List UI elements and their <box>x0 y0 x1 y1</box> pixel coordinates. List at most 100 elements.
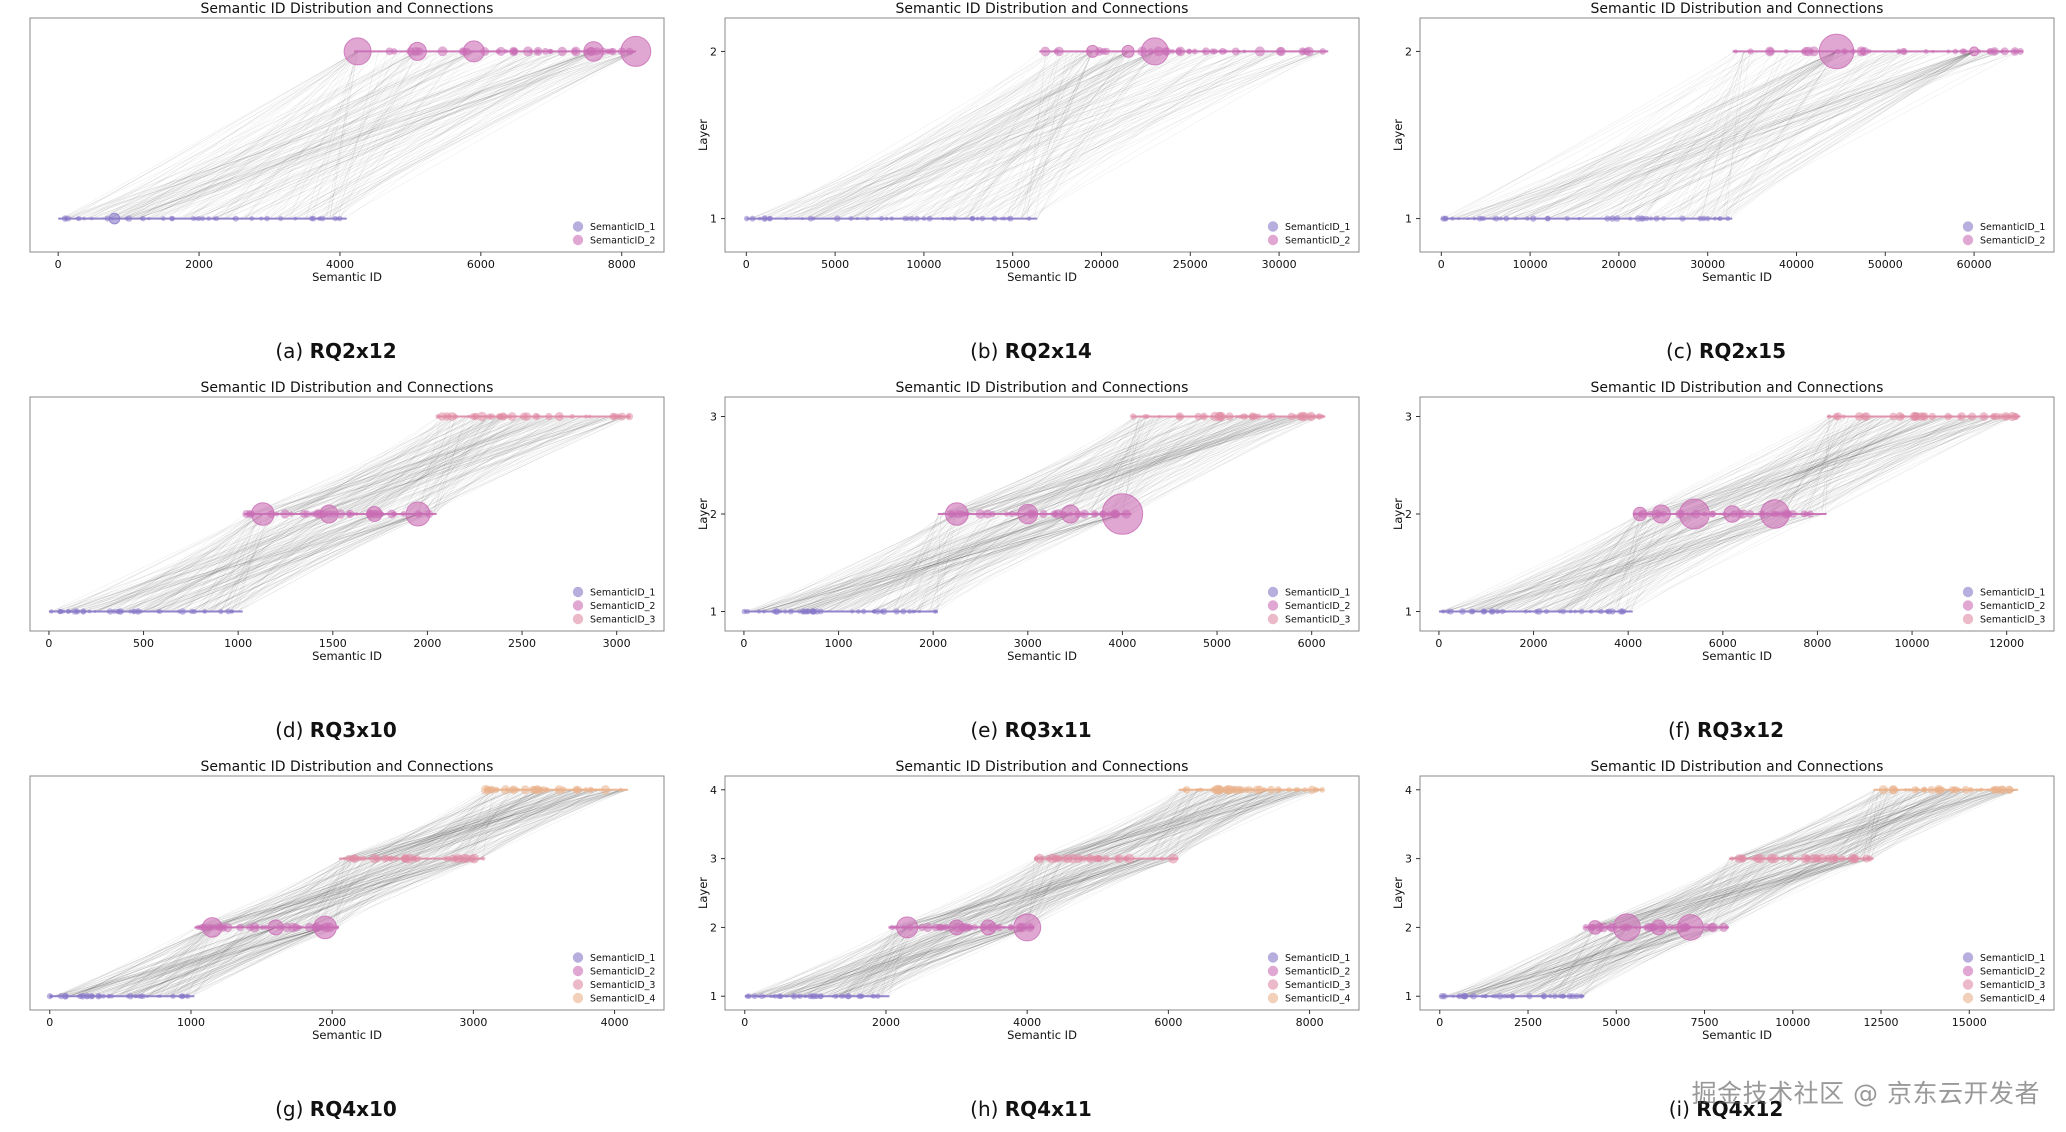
connection-line <box>208 858 445 928</box>
connection-line <box>1568 51 1975 219</box>
connection-line <box>408 789 593 859</box>
connection-line <box>927 51 1129 219</box>
x-tick-label: 0 <box>1438 258 1445 271</box>
hub-point <box>201 917 223 938</box>
legend-label: SemanticID_3 <box>1285 615 1350 626</box>
connection-line <box>210 513 365 612</box>
connection-line <box>984 51 1220 219</box>
connection-line <box>90 51 519 219</box>
legend-marker <box>1267 992 1279 1004</box>
connection-line <box>975 51 1129 219</box>
connection-line <box>1782 789 2018 859</box>
connection-line <box>1757 416 1919 515</box>
connection-line <box>978 858 1100 928</box>
connection-line <box>1574 513 1722 612</box>
connection-line <box>317 416 496 515</box>
connection-line <box>288 858 411 928</box>
connection-line <box>129 927 215 997</box>
connection-line <box>164 513 283 612</box>
connection-line <box>1636 416 1829 515</box>
connection-line <box>983 416 1148 515</box>
connection-line <box>1098 789 1263 859</box>
id-point <box>875 993 881 999</box>
connection-line <box>1464 513 1690 612</box>
connection-line <box>1725 416 1916 515</box>
connection-line <box>890 51 1129 219</box>
connection-line <box>1634 51 1837 219</box>
connection-line <box>1778 416 1875 515</box>
connection-line <box>1126 789 1237 859</box>
connection-line <box>1054 789 1195 859</box>
connection-line <box>221 858 439 928</box>
connection-line <box>1472 51 1837 219</box>
connection-line <box>408 789 547 859</box>
connection-line <box>1767 789 1915 859</box>
connection-line <box>1535 513 1733 612</box>
connection-line <box>810 51 1177 219</box>
connection-line <box>930 858 1073 928</box>
connection-line <box>1574 927 1628 997</box>
connection-line <box>1627 858 1849 928</box>
connection-line <box>831 927 943 997</box>
connection-line <box>939 858 1122 928</box>
connection-line <box>241 858 363 928</box>
id-point <box>902 215 908 222</box>
id-point <box>130 994 134 998</box>
connection-line <box>1133 789 1181 859</box>
connection-line <box>96 513 314 612</box>
id-point <box>1242 49 1247 54</box>
connection-line <box>404 789 628 859</box>
connection-line <box>456 789 556 859</box>
connection-line <box>1580 513 1690 612</box>
connection-line <box>1488 513 1790 612</box>
connection-line <box>1499 513 1692 612</box>
id-point <box>481 856 486 861</box>
connection-line <box>1137 789 1222 859</box>
connection-line <box>810 513 1028 612</box>
connection-line <box>920 51 1093 219</box>
connection-line <box>382 789 572 859</box>
connection-line <box>1747 789 1876 859</box>
connection-line <box>967 51 1051 219</box>
connection-line <box>237 513 419 612</box>
connection-line <box>337 858 376 928</box>
connection-line <box>1483 513 1775 612</box>
connection-line <box>765 513 1028 612</box>
connection-line <box>1022 51 1093 219</box>
connection-line <box>382 416 624 515</box>
x-tick-label: 1000 <box>224 637 252 650</box>
connection-line <box>1658 858 1782 928</box>
id-point <box>1144 414 1150 419</box>
connection-line <box>1577 927 1661 997</box>
connection-line <box>839 513 1032 612</box>
connection-line <box>1512 51 1805 219</box>
connection-line <box>1661 858 1742 928</box>
connection-line <box>312 416 615 515</box>
connection-line <box>1742 416 1890 515</box>
id-point <box>61 609 66 614</box>
connection-line <box>1126 416 1259 515</box>
connection-line <box>363 789 515 859</box>
connection-line <box>817 513 1071 612</box>
connection-line <box>330 416 578 515</box>
connection-line <box>1668 416 1881 515</box>
connection-line <box>386 416 608 515</box>
id-point <box>1450 216 1455 221</box>
connection-line <box>1639 858 1868 928</box>
connection-line <box>425 416 623 515</box>
connection-line <box>316 51 624 219</box>
connection-line <box>960 858 1049 928</box>
connection-line <box>220 513 280 612</box>
connection-line <box>1729 51 1903 219</box>
connection-line <box>951 51 1155 219</box>
connection-line <box>996 858 1056 928</box>
connection-line <box>1512 51 2004 219</box>
connection-line <box>1791 789 1927 859</box>
connection-line <box>1835 789 1962 859</box>
connection-line <box>1779 416 1906 515</box>
connection-line <box>1605 858 1793 928</box>
connection-line <box>1019 858 1117 928</box>
connection-line <box>150 927 326 997</box>
